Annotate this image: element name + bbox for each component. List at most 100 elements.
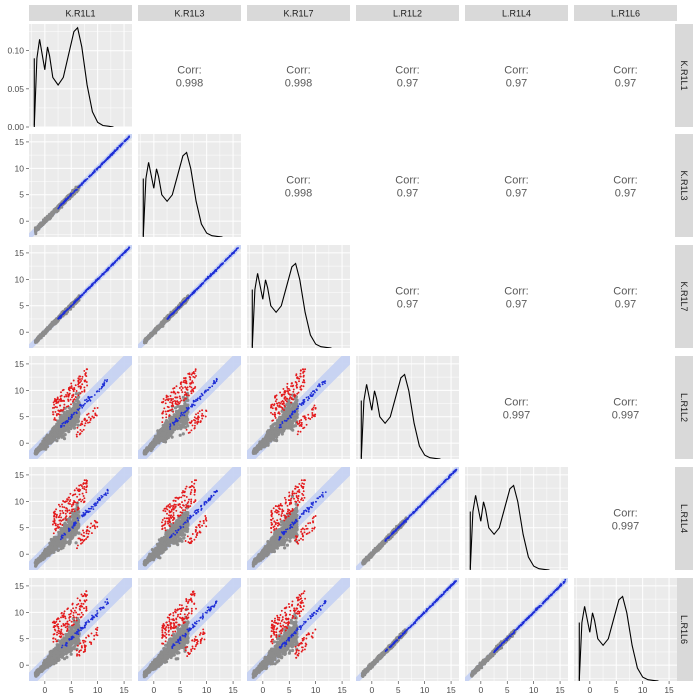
point-outlier	[53, 418, 56, 421]
point-diagonal	[105, 270, 107, 273]
point-bulk	[54, 425, 59, 429]
point-outlier	[79, 428, 82, 431]
point-outlier	[81, 430, 83, 433]
point-outlier	[197, 412, 200, 415]
point-outlier	[171, 408, 174, 411]
point-outlier	[170, 398, 173, 401]
point-diagonal	[59, 426, 62, 428]
point-bulk	[60, 429, 64, 433]
point-diagonal	[178, 417, 181, 420]
density-line	[33, 26, 114, 127]
point-diagonal	[61, 422, 64, 425]
column-strip	[465, 5, 568, 21]
point-outlier	[188, 385, 191, 388]
point-outlier	[59, 395, 62, 398]
point-bulk	[164, 419, 169, 423]
point-outlier	[56, 406, 58, 409]
density-line	[251, 262, 332, 348]
point-outlier	[174, 400, 177, 403]
point-outlier	[81, 375, 84, 378]
point-diagonal	[210, 274, 213, 277]
point-outlier	[196, 421, 198, 424]
point-diagonal	[67, 418, 70, 420]
point-diagonal	[90, 173, 93, 176]
point-outlier	[69, 398, 72, 401]
point-bulk	[50, 212, 54, 216]
point-diagonal	[127, 136, 130, 138]
point-outlier	[53, 417, 56, 420]
point-outlier	[54, 419, 57, 421]
point-diagonal	[113, 151, 115, 153]
point-diagonal	[79, 404, 81, 406]
point-diagonal	[92, 172, 95, 174]
point-diagonal	[180, 303, 183, 306]
point-bulk	[178, 408, 182, 412]
row-strip	[675, 24, 693, 127]
point-outlier	[188, 431, 191, 434]
point-diagonal	[174, 417, 177, 420]
row-strip	[675, 356, 693, 459]
point-diagonal	[175, 309, 177, 312]
point-diagonal	[81, 406, 84, 409]
row-strip-label: L.R1L2	[679, 393, 689, 422]
point-outlier	[193, 427, 196, 429]
point-outlier	[81, 420, 84, 423]
point-outlier	[182, 381, 185, 384]
point-bulk	[147, 334, 151, 338]
corr-label: Corr:	[613, 175, 637, 187]
point-bulk	[147, 445, 152, 449]
point-diagonal	[77, 186, 79, 189]
point-bulk	[69, 427, 73, 431]
point-bulk	[150, 444, 155, 448]
point-diagonal	[121, 142, 124, 145]
corr-value: 0.97	[397, 299, 418, 311]
point-diagonal	[118, 256, 120, 259]
point-diagonal	[68, 307, 71, 309]
point-outlier	[92, 410, 95, 412]
point-diagonal	[112, 263, 115, 265]
corr-value: 0.998	[176, 78, 204, 90]
corr-value: 0.97	[397, 78, 418, 90]
point-bulk	[166, 436, 170, 440]
point-outlier	[67, 387, 70, 389]
point-diagonal	[88, 398, 91, 401]
point-outlier	[184, 377, 187, 379]
point-outlier	[54, 410, 57, 413]
point-outlier	[82, 428, 85, 431]
point-outlier	[60, 391, 62, 394]
point-diagonal	[106, 379, 109, 381]
corr-label: Corr:	[395, 175, 419, 187]
point-diagonal	[226, 258, 228, 261]
point-bulk	[46, 217, 50, 221]
point-diagonal	[77, 409, 80, 411]
point-bulk	[166, 423, 170, 427]
point-diagonal	[110, 263, 113, 266]
point-outlier	[173, 387, 176, 389]
corr-label: Corr:	[504, 65, 528, 77]
point-diagonal	[62, 421, 65, 424]
point-diagonal	[222, 262, 225, 264]
point-outlier	[93, 416, 96, 419]
corr-value: 0.97	[615, 188, 636, 200]
point-outlier	[85, 420, 88, 422]
column-strip-label: K.R1L7	[283, 9, 313, 19]
panel-content	[29, 356, 132, 459]
point-bulk	[158, 325, 162, 329]
point-outlier	[164, 410, 167, 413]
point-bulk	[66, 427, 70, 431]
panel-content	[247, 356, 350, 459]
point-bulk	[158, 430, 162, 434]
point-diagonal	[207, 389, 210, 391]
point-outlier	[161, 412, 164, 415]
point-diagonal	[111, 153, 114, 156]
point-diagonal	[69, 418, 72, 420]
point-outlier	[183, 379, 186, 382]
point-diagonal	[192, 403, 195, 406]
point-diagonal	[75, 299, 77, 302]
point-diagonal	[65, 420, 68, 423]
point-outlier	[193, 419, 195, 421]
point-outlier	[184, 393, 187, 396]
point-diagonal	[180, 411, 183, 414]
point-outlier	[83, 417, 86, 420]
corr-value: 0.97	[615, 299, 636, 311]
